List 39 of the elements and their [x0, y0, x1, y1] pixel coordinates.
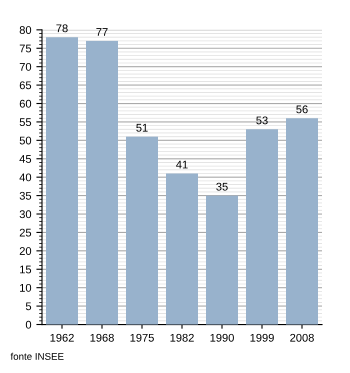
y-tick-label: 10	[20, 284, 32, 292]
y-tick-label: 55	[20, 118, 32, 126]
bar	[166, 173, 198, 325]
y-tick-label: 20	[20, 247, 32, 255]
y-tick-label: 35	[20, 192, 32, 200]
data-label: 77	[96, 28, 108, 36]
x-tick-label: 1990	[210, 334, 234, 342]
y-tick-label: 45	[19, 155, 32, 163]
y-tick-label: 25	[20, 228, 32, 237]
y-tick-label: 65	[20, 81, 32, 90]
x-tick-label: 1982	[170, 334, 194, 342]
bar	[246, 129, 278, 325]
y-tick-label: 60	[20, 100, 32, 108]
y-tick-label: 50	[20, 136, 32, 144]
y-tick-label: 30	[20, 210, 32, 218]
y-tick-label: 15	[20, 266, 32, 274]
y-tick-label: 75	[20, 44, 32, 52]
x-tick-label: 1975	[130, 334, 154, 342]
y-tick-label: 5	[26, 302, 32, 310]
bar	[46, 37, 78, 325]
source-note: fonte INSEE	[10, 352, 64, 360]
y-tick-label: 70	[20, 62, 32, 71]
y-tick-label: 80	[20, 26, 32, 34]
x-tick-label: 2008	[290, 334, 314, 342]
x-tick-label: 1962	[50, 334, 74, 342]
data-label: 78	[56, 24, 68, 32]
data-label: 53	[256, 116, 268, 124]
bar	[286, 118, 318, 325]
y-tick-label: 40	[19, 173, 32, 182]
bar	[126, 136, 158, 325]
x-tick-label: 1999	[250, 334, 274, 342]
y-tick-label: 0	[26, 320, 32, 329]
data-label: 51	[136, 124, 148, 132]
bar	[86, 40, 118, 325]
x-tick-label: 1968	[90, 334, 114, 342]
data-label: 35	[216, 182, 228, 191]
data-label: 41	[176, 160, 188, 168]
data-label: 56	[296, 105, 308, 114]
bar	[206, 196, 238, 325]
